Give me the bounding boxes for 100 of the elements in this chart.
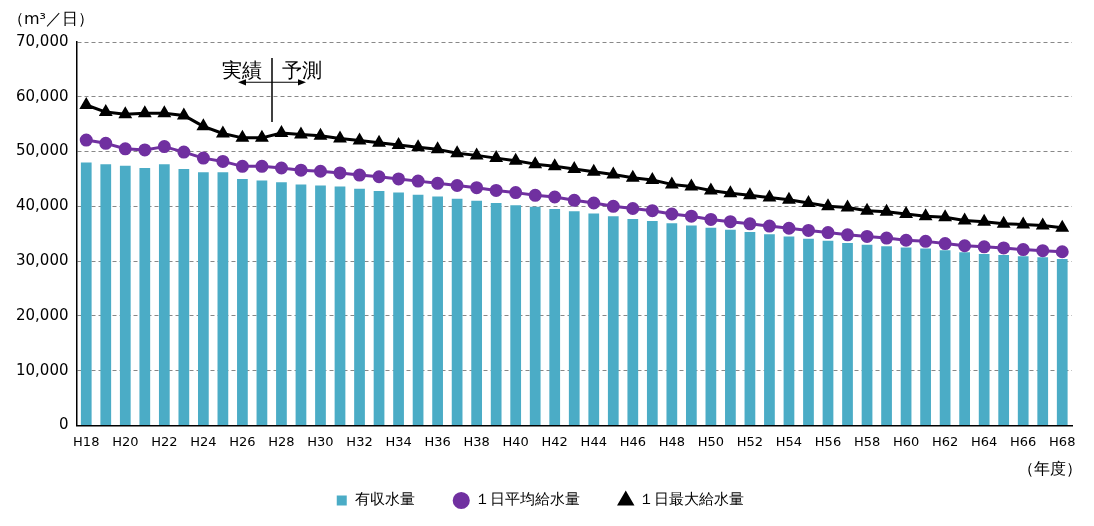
- point: [275, 126, 288, 137]
- bar: [393, 192, 404, 425]
- point: [1017, 217, 1030, 229]
- point: [431, 176, 445, 190]
- point: [997, 241, 1011, 255]
- bar: [549, 209, 561, 425]
- bar: [568, 211, 580, 425]
- legend-label: １日平均給水量: [474, 490, 580, 509]
- point: [489, 183, 503, 197]
- point: [626, 202, 640, 216]
- bar: [510, 205, 522, 425]
- point: [217, 126, 229, 138]
- bar: [881, 246, 892, 425]
- point: [138, 143, 152, 157]
- x-tick-label: H30: [307, 433, 334, 449]
- annotation: 予測: [281, 58, 322, 83]
- bar: [178, 169, 190, 425]
- x-tick-label: H38: [463, 433, 490, 449]
- point: [235, 159, 249, 173]
- point: [274, 161, 288, 175]
- point: [80, 98, 93, 109]
- bar: [80, 162, 92, 425]
- bar: [627, 218, 639, 425]
- point: [568, 162, 581, 174]
- point: [822, 199, 834, 211]
- point: [705, 183, 717, 195]
- point: [372, 170, 386, 184]
- point: [645, 204, 659, 218]
- y-tick-label: 40,000: [15, 196, 69, 215]
- point: [762, 219, 776, 233]
- point: [802, 196, 815, 208]
- x-tick-label: H26: [229, 433, 256, 449]
- y-tick-label: 60,000: [15, 86, 69, 105]
- x-tick-label: H42: [541, 433, 568, 449]
- x-tick-label: H24: [190, 433, 217, 449]
- bar: [158, 164, 170, 425]
- point: [880, 231, 894, 245]
- point: [919, 209, 932, 221]
- x-tick-label: H52: [736, 433, 764, 449]
- bar: [705, 227, 717, 425]
- point: [255, 159, 269, 173]
- point: [567, 193, 581, 207]
- point: [178, 108, 190, 120]
- point: [919, 234, 933, 248]
- y-tick-label: 30,000: [15, 250, 69, 269]
- point: [197, 119, 210, 131]
- point: [99, 136, 113, 150]
- x-tick-label: H34: [385, 433, 412, 449]
- x-tick-label: H46: [619, 433, 646, 449]
- x-tick-label: H48: [658, 433, 686, 449]
- point: [528, 188, 542, 202]
- point: [646, 173, 659, 185]
- point: [529, 157, 542, 169]
- point: [606, 199, 620, 213]
- x-tick-label: H58: [853, 433, 881, 449]
- point: [118, 142, 132, 156]
- point: [548, 159, 561, 171]
- point: [801, 223, 815, 237]
- x-tick-label: H36: [424, 433, 451, 449]
- point: [470, 148, 483, 160]
- y-tick-label: 0: [58, 415, 69, 434]
- y-tick-label: 50,000: [15, 141, 69, 160]
- point: [704, 212, 718, 226]
- bar: [432, 196, 443, 425]
- point: [666, 177, 678, 189]
- point: [958, 239, 972, 253]
- bar: [295, 184, 307, 425]
- x-axis-title: （年度）: [1018, 458, 1082, 478]
- bar: [139, 167, 151, 425]
- point: [138, 106, 151, 118]
- point: [782, 221, 796, 235]
- bar: [354, 188, 365, 425]
- bar: [315, 185, 326, 425]
- point: [411, 174, 425, 188]
- point: [841, 228, 855, 242]
- point: [99, 105, 112, 117]
- point: [157, 140, 171, 154]
- x-tick-label: H44: [580, 433, 607, 449]
- bar: [119, 165, 131, 425]
- x-tick-label: H20: [112, 433, 139, 449]
- point: [490, 151, 502, 163]
- bar: [959, 252, 971, 425]
- x-tick-label: H18: [73, 433, 100, 449]
- point: [723, 215, 737, 229]
- x-tick-label: H68: [1049, 433, 1076, 449]
- x-tick-label: H22: [151, 433, 178, 449]
- x-tick-label: H56: [814, 433, 842, 449]
- bar: [100, 164, 112, 425]
- point: [684, 209, 698, 223]
- annotation: 実績: [221, 58, 262, 83]
- point: [313, 164, 327, 178]
- bar: [334, 186, 346, 425]
- point: [294, 163, 308, 177]
- bar: [588, 213, 600, 425]
- bar: [529, 206, 541, 425]
- point: [392, 138, 405, 149]
- bar: [276, 182, 287, 425]
- x-tick-label: H54: [775, 433, 803, 449]
- point: [431, 142, 444, 154]
- x-tick-label: H40: [502, 433, 529, 449]
